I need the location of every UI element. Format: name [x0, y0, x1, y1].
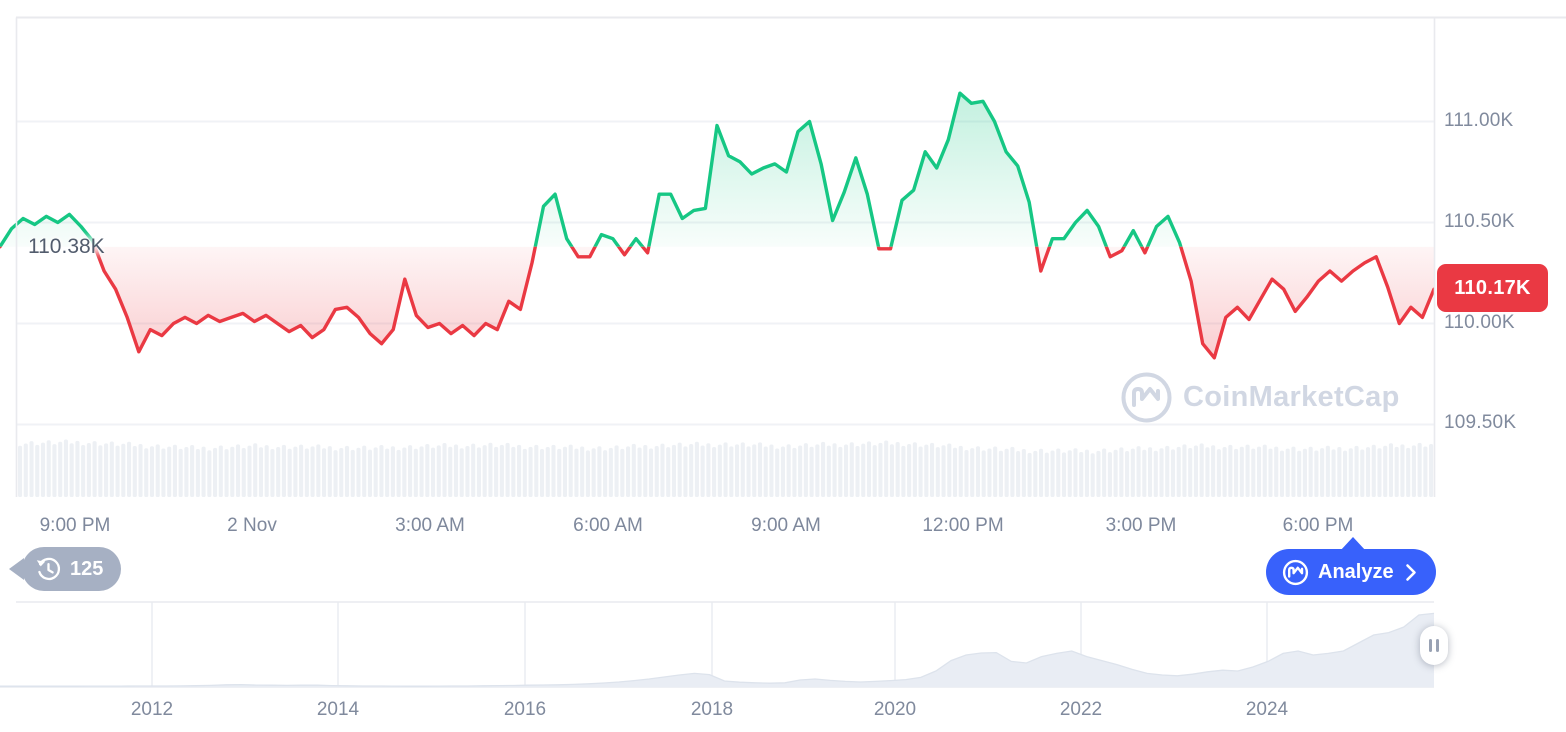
range-chart-canvas[interactable]: [0, 600, 1566, 732]
year-label: 2012: [130, 699, 174, 720]
y-axis-label: 111.00K: [1444, 110, 1514, 131]
history-count: 125: [70, 557, 104, 580]
history-clock-icon: [35, 556, 62, 583]
year-label: 2020: [873, 699, 917, 720]
badge-pointer-left: [9, 558, 24, 580]
x-axis-label: 9:00 PM: [39, 515, 111, 536]
x-axis-label: 3:00 AM: [395, 515, 465, 536]
range-handle[interactable]: [1420, 626, 1448, 665]
year-label: 2024: [1245, 699, 1289, 720]
baseline-price-label: 110.38K: [28, 235, 105, 258]
analyze-label: Analyze: [1318, 560, 1394, 583]
current-price-badge: 110.17K: [1437, 264, 1548, 312]
pause-handle-icon: [1429, 639, 1432, 652]
y-axis-label: 109.50K: [1444, 412, 1517, 433]
x-axis-label: 6:00 PM: [1282, 515, 1354, 536]
x-axis-label: 3:00 PM: [1105, 515, 1177, 536]
x-axis-label: 9:00 AM: [751, 515, 821, 536]
analyze-pointer-up: [1340, 537, 1366, 551]
y-axis-label: 110.00K: [1444, 312, 1515, 333]
x-axis-label: 12:00 PM: [922, 515, 1004, 536]
year-label: 2018: [690, 699, 734, 720]
x-axis-label: 2 Nov: [227, 515, 277, 536]
year-label: 2016: [503, 699, 547, 720]
history-count-badge[interactable]: 125: [9, 547, 122, 591]
year-label: 2022: [1059, 699, 1103, 720]
chevron-right-icon: [1405, 563, 1417, 582]
main-chart-canvas[interactable]: [0, 0, 1566, 600]
analyze-button[interactable]: Analyze: [1266, 549, 1436, 595]
x-axis-label: 6:00 AM: [573, 515, 643, 536]
y-axis-label: 110.50K: [1444, 211, 1515, 232]
year-label: 2014: [316, 699, 360, 720]
cmc-logo-icon: [1282, 559, 1309, 586]
